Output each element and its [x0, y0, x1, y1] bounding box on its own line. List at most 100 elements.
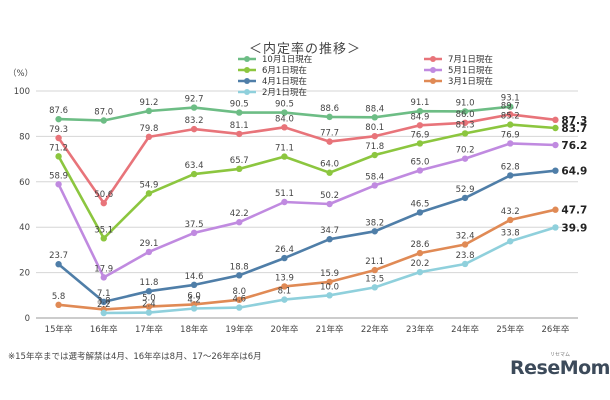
legend-item: 7月1日現在 — [424, 54, 493, 65]
series-line — [57, 123, 556, 240]
data-point — [281, 153, 288, 160]
data-label: 26.4 — [275, 245, 294, 255]
data-point — [326, 169, 333, 176]
x-tick-label: 23年卒 — [406, 324, 434, 335]
data-label: 71.2 — [49, 143, 68, 153]
data-label: 17.9 — [94, 264, 113, 274]
data-point — [55, 153, 62, 160]
data-point — [236, 296, 243, 304]
data-point — [416, 108, 424, 115]
data-label: 83.2 — [185, 116, 204, 126]
data-label: 20.2 — [410, 259, 429, 269]
data-label: 89.7 — [501, 101, 520, 111]
data-label: 84.9 — [410, 112, 429, 122]
data-point — [371, 114, 378, 121]
data-label: 34.7 — [320, 226, 339, 236]
x-tick-label: 17年卒 — [135, 324, 163, 335]
data-point — [552, 206, 559, 213]
data-point — [145, 190, 153, 197]
data-label: 33.8 — [501, 228, 520, 238]
data-label: 51.1 — [275, 189, 294, 199]
legend-label: 7月1日現在 — [448, 54, 493, 65]
data-label: 38.2 — [365, 218, 384, 228]
data-point — [416, 140, 424, 147]
data-label: 93.1 — [501, 94, 520, 104]
data-point — [100, 199, 107, 207]
data-label: 21.1 — [365, 257, 384, 267]
data-point — [190, 125, 198, 133]
data-label: 13.5 — [365, 274, 384, 284]
data-label: 50.2 — [320, 191, 339, 201]
y-tick-label: 0 — [25, 314, 30, 324]
legend-label: 2月1日現在 — [262, 87, 307, 98]
data-point — [55, 181, 62, 188]
data-point — [190, 104, 198, 111]
series-1: 79.3 50.6 79.8 83.2 81.1 84.0 77.7 80.1 84.9 86.0… — [49, 101, 587, 207]
legend-label: 4月1日現在 — [262, 76, 307, 87]
data-point — [552, 224, 559, 231]
data-label: 64.0 — [320, 160, 339, 170]
legend-marker — [430, 78, 436, 84]
data-point — [100, 117, 107, 124]
data-label: 46.5 — [410, 199, 429, 209]
series-5: 5.8 3.8 5.0 6.0 8.0 13.9 15.9 21.1 28.6 32.4 43.2 4… — [52, 205, 587, 313]
data-point — [145, 133, 153, 141]
data-label: 90.5 — [230, 100, 249, 110]
x-tick-label: 20年卒 — [271, 324, 299, 335]
x-tick-label: 24年卒 — [451, 324, 479, 335]
series-line — [57, 169, 556, 304]
series-line — [58, 208, 556, 311]
series-2: 71.2 35.1 54.9 63.4 65.7 71.1 64.0 71.8 76.9 81.3… — [49, 112, 587, 242]
data-label: 39.9 — [561, 222, 587, 234]
watermark-text: ReseMom — [510, 357, 610, 379]
data-point — [145, 107, 153, 115]
data-point — [281, 254, 288, 262]
data-label: 81.1 — [230, 121, 249, 131]
data-label: 8.1 — [278, 287, 292, 297]
data-point — [190, 305, 198, 312]
data-label: 84.0 — [275, 114, 294, 124]
series-line — [57, 113, 556, 205]
data-label: 23.8 — [456, 251, 475, 261]
data-point — [507, 238, 514, 245]
data-point — [326, 236, 333, 243]
legend-item: 2月1日現在 — [238, 87, 307, 98]
data-label: 4.6 — [232, 295, 246, 305]
data-label: 7.1 — [97, 289, 111, 299]
data-label: 88.4 — [365, 104, 384, 114]
data-point — [507, 111, 514, 118]
data-point — [190, 170, 198, 178]
data-label: 87.6 — [49, 106, 68, 116]
data-label: 76.9 — [501, 130, 520, 140]
data-label: 3.8 — [97, 296, 111, 306]
data-point — [371, 132, 378, 140]
data-point — [100, 298, 107, 306]
data-point — [281, 283, 288, 290]
data-point — [552, 167, 559, 174]
data-point — [236, 219, 243, 226]
legend-label: 10月1日現在 — [262, 54, 312, 65]
data-point — [145, 248, 153, 256]
legend-marker — [244, 78, 250, 84]
data-point — [190, 281, 198, 289]
series-3: 58.9 17.9 29.1 37.5 42.2 51.1 50.2 58.4 65.0 70.2… — [49, 130, 587, 281]
legend-item: 6月1日現在 — [238, 65, 307, 76]
chart-title: ＜内定率の推移＞ — [248, 42, 361, 57]
data-point — [236, 272, 243, 279]
data-point — [416, 122, 424, 129]
data-label: 79.8 — [139, 124, 158, 134]
data-point — [236, 165, 243, 173]
data-point — [461, 155, 469, 162]
data-label: 65.0 — [410, 157, 429, 167]
y-tick-label: 20 — [19, 269, 30, 279]
data-point — [371, 182, 378, 189]
data-label: 87.3 — [561, 115, 587, 127]
data-point — [145, 309, 153, 316]
data-point — [416, 268, 424, 276]
data-point — [461, 130, 469, 137]
x-tick-label: 22年卒 — [361, 324, 389, 335]
x-tick-label: 15年卒 — [45, 324, 73, 335]
x-tick-label: 21年卒 — [316, 324, 344, 335]
data-label: 71.1 — [275, 144, 294, 154]
